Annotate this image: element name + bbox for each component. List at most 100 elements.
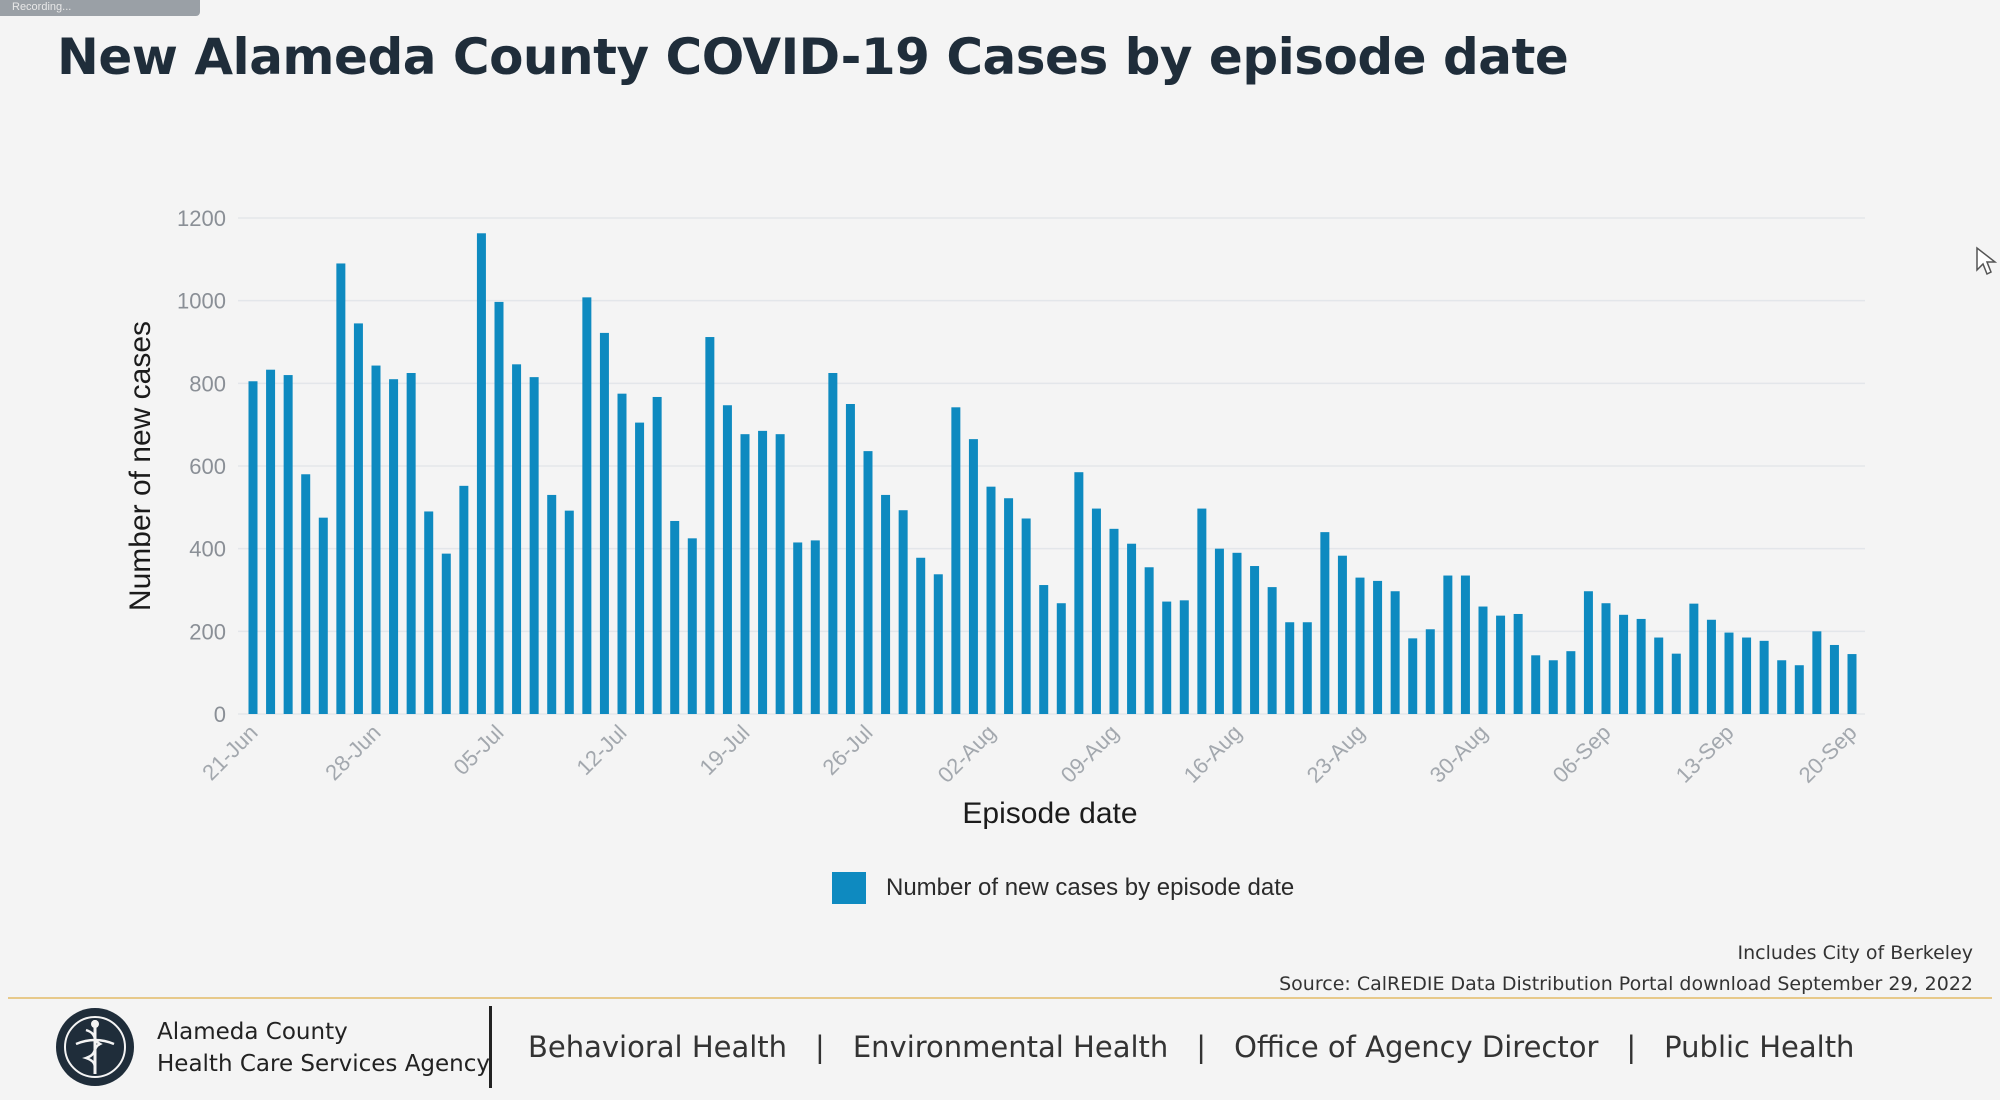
chart-legend: Number of new cases by episode date <box>832 872 1294 904</box>
bar <box>301 474 311 714</box>
bar <box>1355 577 1365 714</box>
bar <box>986 486 996 714</box>
bar <box>494 301 504 714</box>
bar <box>933 574 943 714</box>
bar <box>951 407 961 714</box>
x-tick-label: 23-Aug <box>1302 720 1370 788</box>
bar <box>1197 508 1207 714</box>
bar <box>881 494 891 714</box>
bar <box>1829 644 1839 714</box>
bar <box>652 396 662 714</box>
bar <box>459 485 469 714</box>
bar <box>1373 580 1383 714</box>
bar <box>1214 548 1224 714</box>
bar <box>1302 622 1312 714</box>
bar <box>968 439 978 714</box>
bar <box>1232 552 1242 714</box>
x-tick-label: 28-Jun <box>320 720 385 785</box>
bar <box>441 553 451 714</box>
bar <box>1390 591 1400 714</box>
bar <box>1425 629 1435 714</box>
nav-office-of-agency-director[interactable]: Office of Agency Director <box>1234 1030 1599 1064</box>
y-tick-label: 1200 <box>177 206 226 231</box>
bar <box>1443 575 1453 714</box>
bar <box>793 542 803 714</box>
bar <box>1548 660 1558 714</box>
bar <box>1109 528 1119 714</box>
bar <box>1654 637 1664 714</box>
bar <box>1583 591 1593 714</box>
nav-separator: | <box>1626 1030 1637 1064</box>
x-tick-label: 02-Aug <box>933 720 1001 788</box>
bar <box>1478 606 1488 714</box>
bar <box>1513 613 1523 714</box>
bar <box>635 422 645 714</box>
bar <box>722 405 732 714</box>
bar <box>1056 603 1066 714</box>
nav-separator: | <box>1196 1030 1207 1064</box>
y-tick-label: 0 <box>214 702 226 727</box>
nav-environmental-health[interactable]: Environmental Health <box>852 1030 1169 1064</box>
y-axis-title: Number of new cases <box>124 321 157 611</box>
y-tick-label: 400 <box>189 537 226 562</box>
bar <box>424 511 434 714</box>
bar <box>1794 665 1804 714</box>
bar <box>1144 567 1154 714</box>
mouse-cursor-icon <box>1976 246 1997 276</box>
bar <box>371 365 381 714</box>
bar <box>1742 637 1752 714</box>
bar <box>1724 632 1734 714</box>
bar <box>564 510 574 714</box>
bar <box>1074 472 1084 714</box>
agency-name: Alameda County Health Care Services Agen… <box>157 1016 490 1080</box>
bar <box>1460 575 1470 714</box>
nav-separator: | <box>815 1030 825 1064</box>
source-note: Source: CalREDIE Data Distribution Porta… <box>1279 973 1973 995</box>
bar <box>1636 618 1646 714</box>
x-tick-label: 26-Jul <box>817 720 877 780</box>
bar <box>1689 603 1699 714</box>
bar <box>810 540 820 714</box>
x-tick-label: 13-Sep <box>1671 720 1739 788</box>
x-tick-label: 09-Aug <box>1056 720 1124 788</box>
x-tick-label: 21-Jun <box>197 720 262 785</box>
nav-public-health[interactable]: Public Health <box>1664 1030 1855 1064</box>
bar <box>617 393 627 714</box>
y-tick-label: 800 <box>189 371 226 396</box>
bar <box>406 373 416 714</box>
bar <box>353 323 363 714</box>
bar <box>1619 614 1629 714</box>
bar <box>775 434 785 714</box>
x-tick-label: 19-Jul <box>694 720 754 780</box>
bar <box>916 557 926 714</box>
bar <box>1759 640 1769 714</box>
bar <box>863 451 873 714</box>
agency-seal-logo <box>56 1008 134 1086</box>
bar <box>1337 555 1347 714</box>
footer-nav: Behavioral Health | Environmental Health… <box>528 1030 1854 1064</box>
bar <box>828 373 838 714</box>
x-tick-label: 12-Jul <box>571 720 631 780</box>
bar <box>1179 600 1189 714</box>
y-tick-label: 600 <box>189 454 226 479</box>
footer <box>0 999 2000 1100</box>
bar <box>336 263 346 714</box>
bar <box>1091 508 1101 714</box>
x-axis-title: Episode date <box>962 797 1137 830</box>
bar <box>599 332 609 714</box>
bar <box>740 434 750 714</box>
bar <box>476 233 486 714</box>
bar <box>1162 601 1172 714</box>
footer-divider <box>8 997 1992 999</box>
bar <box>248 381 258 714</box>
agency-name-line2: Health Care Services Agency <box>157 1051 491 1077</box>
bar <box>1039 585 1049 714</box>
bar <box>705 337 715 714</box>
nav-behavioral-health[interactable]: Behavioral Health <box>528 1030 788 1064</box>
legend-label: Number of new cases by episode date <box>886 874 1295 901</box>
x-tick-label: 20-Sep <box>1794 720 1862 788</box>
bar <box>529 377 539 714</box>
bar <box>1706 619 1716 714</box>
bar <box>547 494 557 714</box>
footer-separator <box>489 1006 492 1088</box>
